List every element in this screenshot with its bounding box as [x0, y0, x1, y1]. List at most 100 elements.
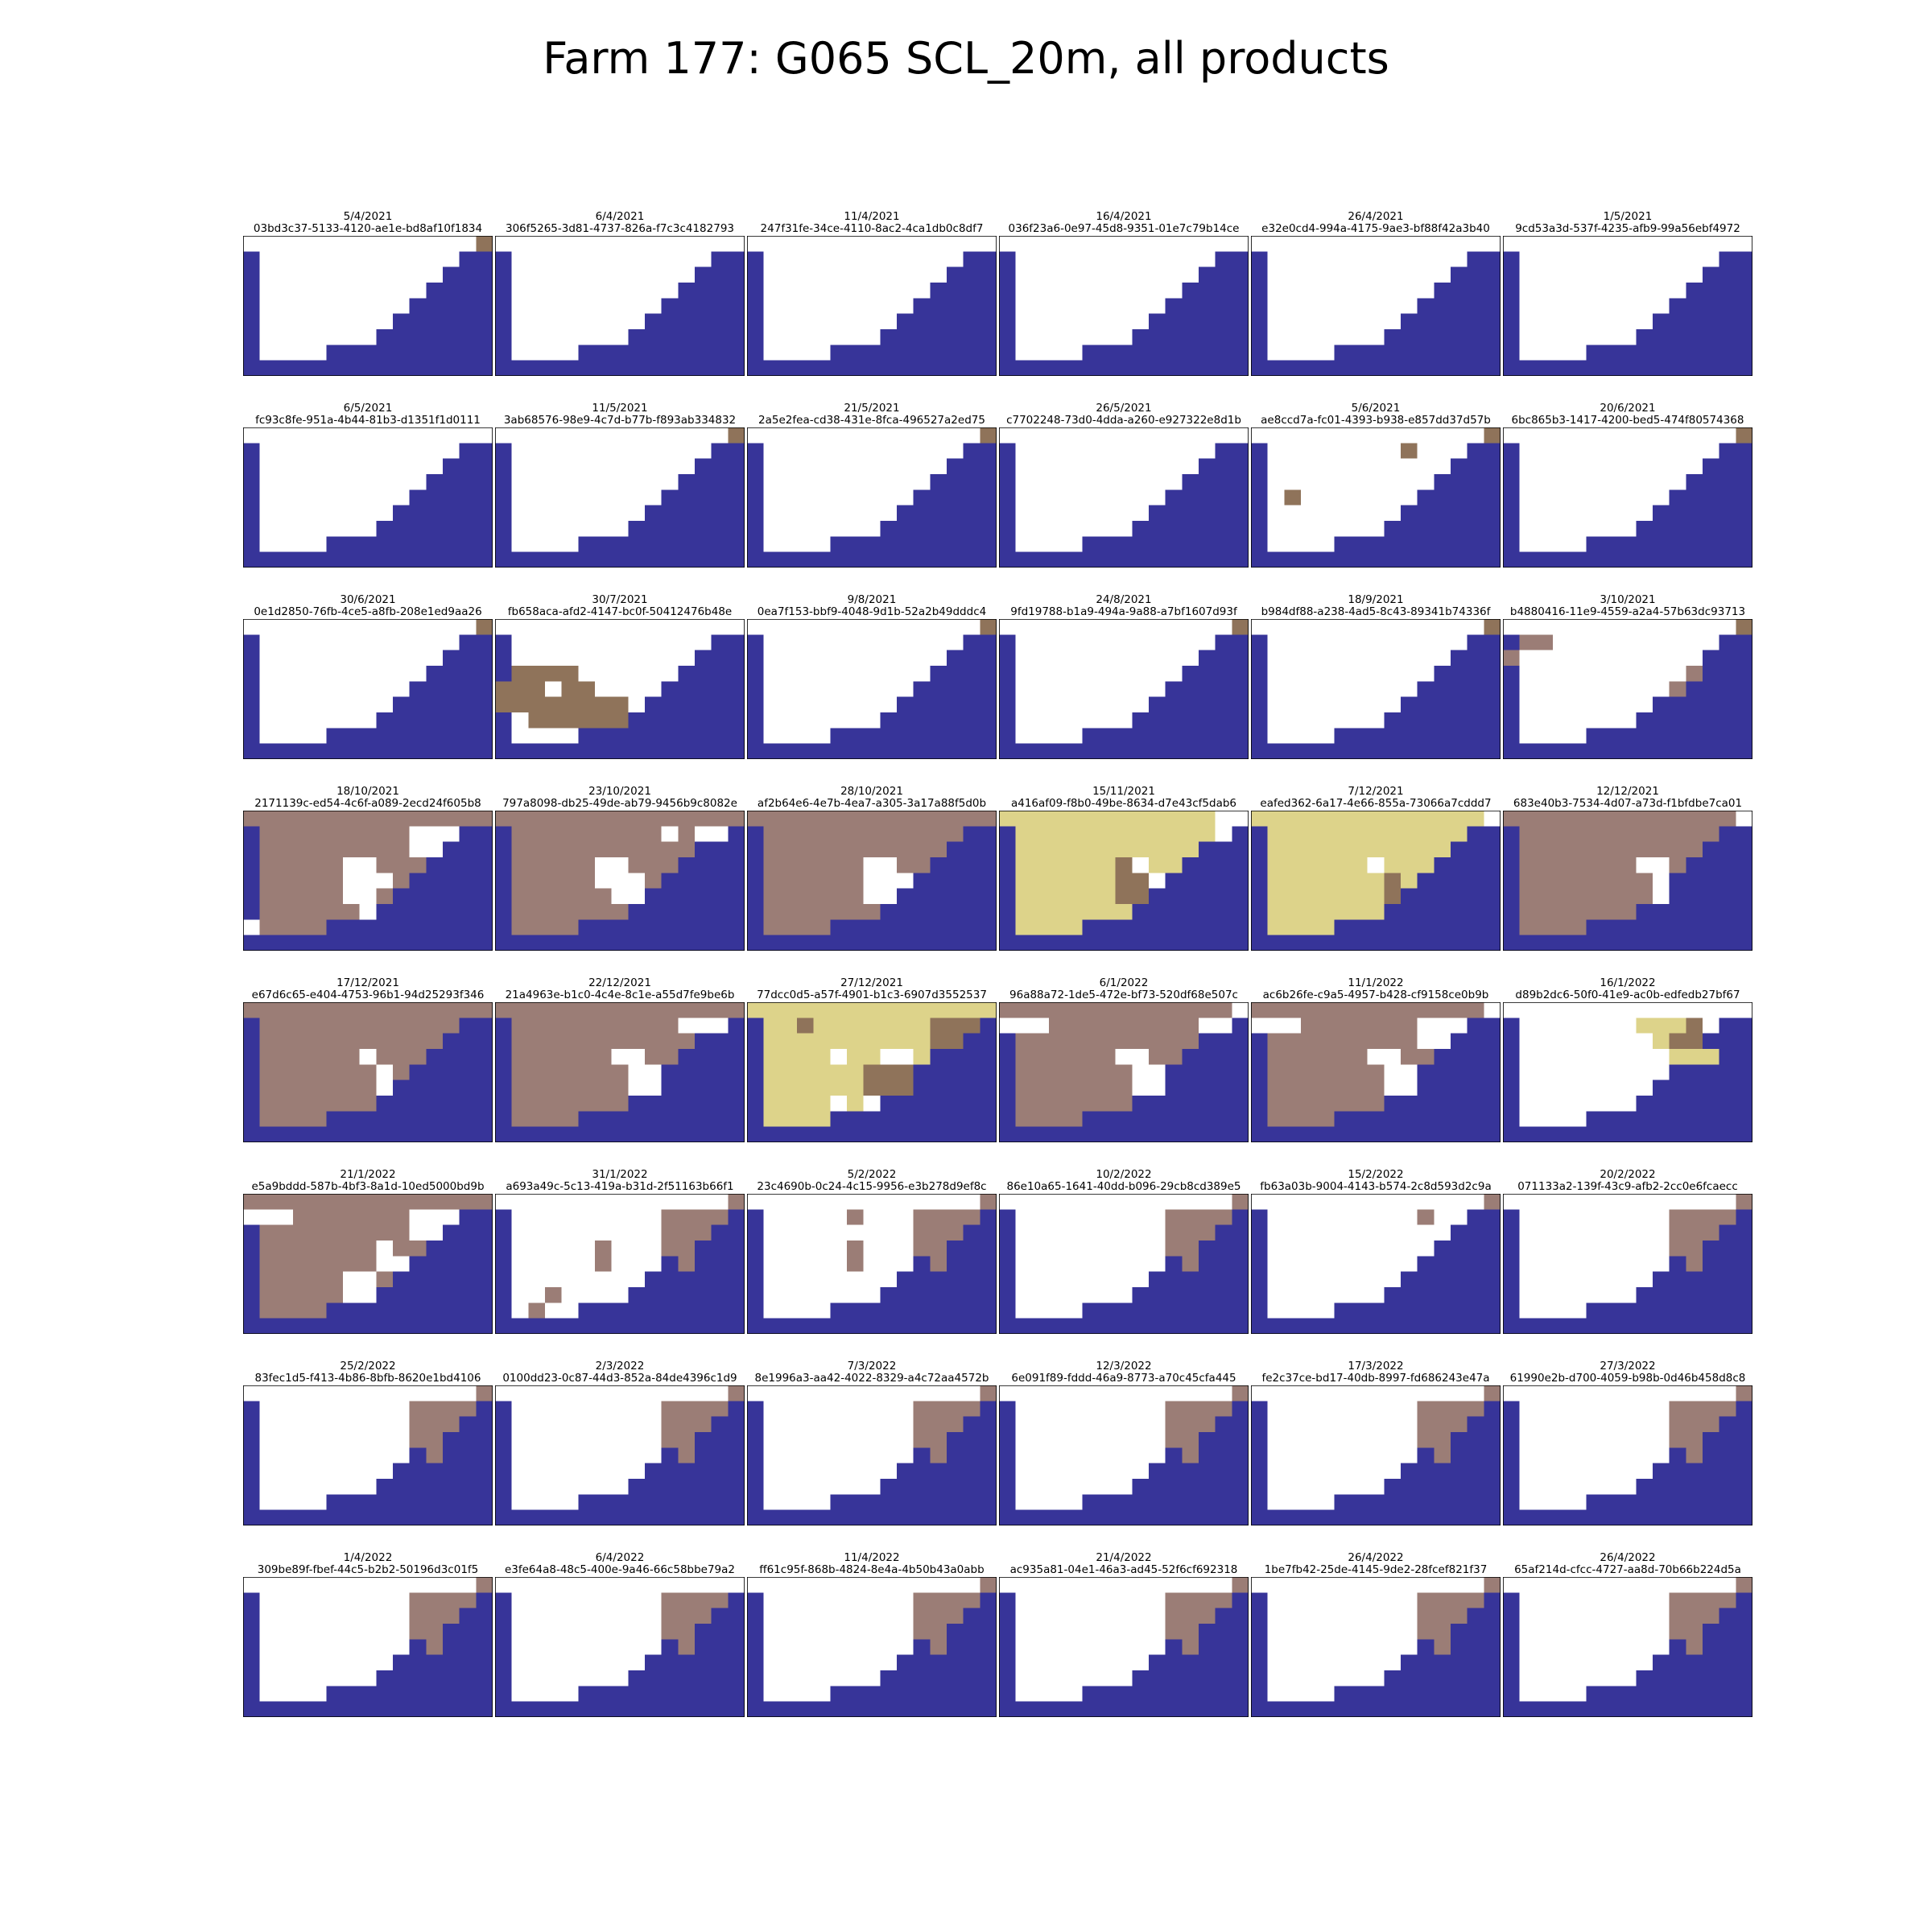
unclassified-cell — [1484, 619, 1501, 635]
panel-product-id: a693a49c-5c13-419a-b31d-2f51163b66f1 — [506, 1180, 734, 1193]
field-row — [1015, 712, 1133, 729]
cloud-medium-cell — [1519, 634, 1553, 650]
panel-date: 3/10/2021 — [1600, 593, 1656, 606]
field-row — [1519, 666, 1686, 682]
scene-panel: 11/1/2022 ac6b26fe-c9a5-4957-b428-cf9158c… — [1251, 977, 1501, 1142]
panel-product-id: 21a4963e-b1c0-4c4e-8c1e-a55d7fe9be6b — [505, 989, 735, 1001]
field-row — [1015, 1432, 1183, 1448]
cloud-high-cell — [243, 1209, 293, 1225]
field-row — [511, 1639, 662, 1655]
field-row — [511, 1287, 629, 1303]
scl-heatmap — [1503, 1002, 1752, 1142]
field-row — [259, 1624, 427, 1640]
field-row — [511, 1271, 645, 1287]
field-row — [511, 1608, 695, 1624]
panel-product-id: ac935a81-04e1-46a3-ad45-52f6cf692318 — [1009, 1563, 1238, 1576]
cloud-high-cell — [1484, 1002, 1501, 1018]
scl-heatmap — [999, 619, 1249, 759]
scene-panel: 12/3/2022 6e091f89-fddd-46a9-8773-a70c45c… — [999, 1360, 1249, 1525]
unclassified-cell — [1484, 427, 1501, 444]
cloud-corner-cell — [1417, 1592, 1484, 1608]
field-row — [1015, 536, 1083, 552]
field-row — [999, 619, 1232, 635]
field-row — [1519, 1256, 1670, 1272]
scl-heatmap — [495, 1577, 745, 1717]
field-row — [511, 1447, 662, 1463]
panel-date: 12/3/2022 — [1096, 1360, 1152, 1373]
cloud-high-cell — [1653, 888, 1670, 904]
field-row — [763, 841, 947, 857]
field-row — [511, 489, 662, 506]
scene-panel: 3/10/2021 b4880416-11e9-4559-a2a4-57b63dc… — [1503, 594, 1752, 759]
field-row — [259, 634, 460, 650]
field-row — [1267, 1432, 1435, 1448]
cloud-medium-cell — [476, 1577, 493, 1593]
field-row — [1015, 904, 1133, 920]
panel-product-id: 03bd3c37-5133-4120-ae1e-bd8af10f1834 — [253, 222, 483, 235]
field-row — [1267, 1608, 1451, 1624]
field-row — [259, 251, 460, 267]
field-row — [259, 841, 443, 857]
unclassified-cell — [511, 666, 579, 682]
field-row — [1519, 1447, 1670, 1463]
cloud-high-cell — [243, 919, 260, 935]
field-row — [1015, 841, 1199, 857]
panel-date: 18/10/2021 — [336, 785, 399, 798]
field-row — [511, 266, 695, 283]
cloud-high-cell — [1251, 1018, 1301, 1034]
field-row — [763, 458, 947, 474]
cloud-high-cell — [1384, 1080, 1418, 1096]
field-row — [1267, 313, 1401, 329]
field-row — [763, 666, 931, 682]
cloud-corner-cell — [409, 1608, 460, 1624]
field-row — [1267, 712, 1385, 729]
field-row — [763, 1416, 947, 1432]
field-row — [259, 266, 443, 283]
field-row — [763, 1111, 831, 1127]
cloud-medium-cell — [528, 1302, 545, 1319]
panel-product-id: 6e091f89-fddd-46a9-8773-a70c45cfa445 — [1011, 1372, 1236, 1385]
field-row — [747, 619, 980, 635]
field-row — [1251, 1194, 1484, 1210]
field-row — [243, 619, 477, 635]
unclassified-cell — [930, 1018, 980, 1034]
field-row — [511, 283, 679, 299]
scene-panel: 26/4/2022 1be7fb42-25de-4145-9de2-28fcef8… — [1251, 1552, 1501, 1717]
cloud-corner-cell — [409, 1416, 460, 1432]
field-row — [1519, 650, 1703, 666]
cloud-corner-cell — [913, 1224, 964, 1241]
cloud-medium-cell — [476, 1385, 493, 1402]
panel-product-id: b984df88-a238-4ad5-8c43-89341b74336f — [1261, 605, 1491, 618]
scene-panel: 5/4/2021 03bd3c37-5133-4120-ae1e-bd8af10f… — [243, 211, 493, 376]
cloud-high-cell — [343, 857, 377, 873]
panel-date: 1/5/2021 — [1603, 210, 1653, 223]
field-row — [259, 712, 377, 729]
panel-date: 21/1/2022 — [340, 1168, 396, 1181]
field-row — [763, 1096, 881, 1112]
scl-heatmap — [243, 1194, 493, 1334]
field-row — [259, 1224, 443, 1241]
field-row — [1519, 266, 1703, 283]
field-row — [1251, 236, 1484, 252]
field-row — [1519, 919, 1587, 935]
scene-panel: 17/12/2021 e67d6c65-e404-4753-96b1-94d252… — [243, 977, 493, 1142]
cloud-corner-cell — [1165, 1592, 1232, 1608]
cloud-high-cell — [595, 873, 645, 889]
scene-panel: 16/4/2021 036f23a6-0e97-45d8-9351-01e7c79… — [999, 211, 1249, 376]
cloud-corner-cell — [1669, 1241, 1703, 1257]
field-row — [511, 1624, 679, 1640]
cloud-high-cell — [678, 1018, 729, 1034]
field-row — [1015, 650, 1199, 666]
field-row — [259, 696, 393, 712]
unclassified-cell — [1284, 489, 1301, 506]
cloud-corner-cell — [409, 1432, 443, 1448]
field-row — [1267, 1670, 1385, 1686]
scl-heatmap — [747, 1002, 997, 1142]
cloud-high-cell — [1484, 811, 1501, 827]
cloud-corner-cell — [661, 1608, 712, 1624]
field-row — [1015, 298, 1166, 314]
field-row — [763, 505, 897, 521]
cloud-corner-cell — [661, 1624, 695, 1640]
field-row — [763, 1224, 947, 1241]
panel-product-id: 1be7fb42-25de-4145-9de2-28fcef821f37 — [1264, 1563, 1488, 1576]
